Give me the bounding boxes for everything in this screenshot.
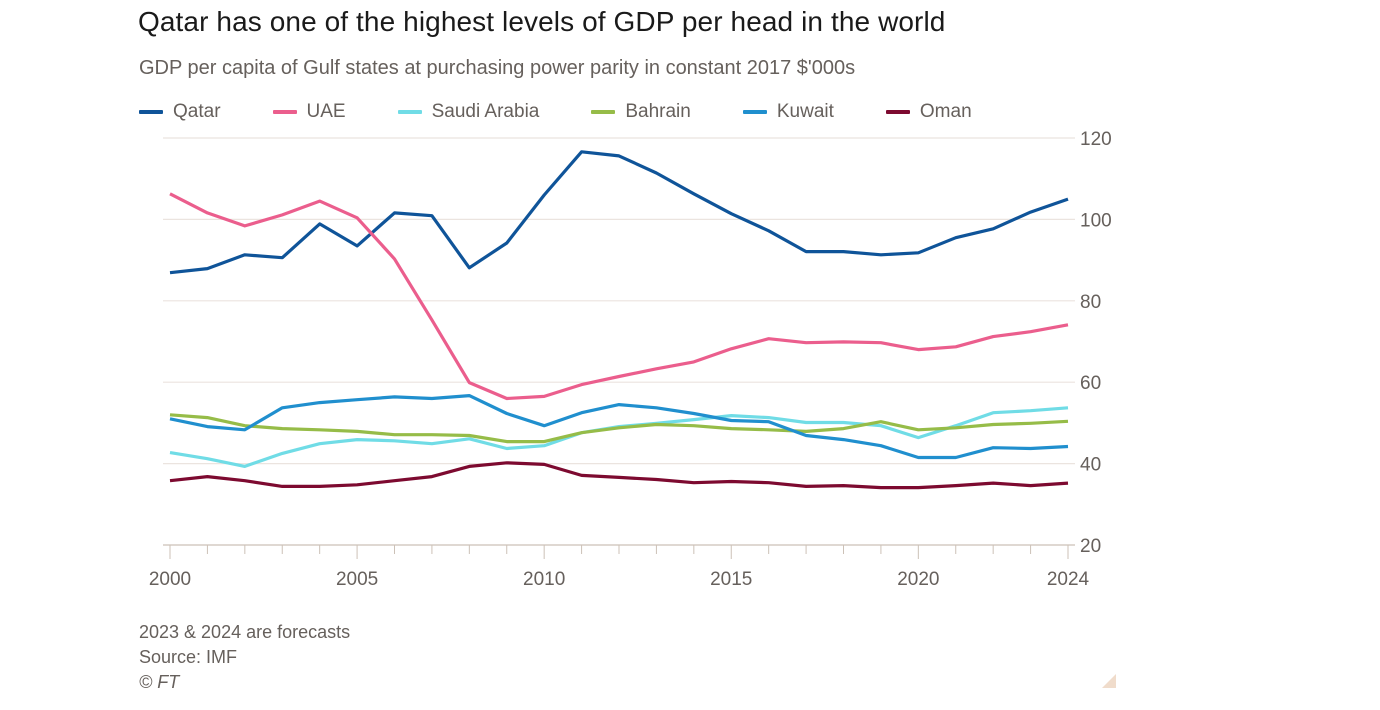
y-axis: 20 40 60 80 100 120 xyxy=(1080,129,1112,557)
x-tick-label: 2024 xyxy=(1047,569,1090,590)
legend-item[interactable]: Bahrain xyxy=(591,101,691,123)
legend-item[interactable]: Saudi Arabia xyxy=(397,101,540,123)
series-line-uae xyxy=(169,192,1069,401)
x-tick-label: 2010 xyxy=(523,569,565,590)
legend-swatch xyxy=(591,110,616,114)
legend-swatch xyxy=(742,110,767,114)
series-line-bahrain xyxy=(169,413,1069,444)
series-line-oman xyxy=(169,461,1069,490)
legend-item[interactable]: Kuwait xyxy=(742,101,834,123)
legend-swatch xyxy=(885,110,910,114)
y-tick-label: 40 xyxy=(1080,455,1101,476)
x-tick-label: 2000 xyxy=(149,569,191,590)
legend-swatch xyxy=(139,110,163,114)
copyright: © FT xyxy=(139,672,180,692)
x-axis: 2000 2005 2010 2015 2020 2024 xyxy=(149,545,1090,590)
legend-swatch xyxy=(397,110,422,114)
forecast-note: 2023 & 2024 are forecasts xyxy=(139,622,351,642)
x-tick-label: 2015 xyxy=(710,569,752,590)
legend-label: Saudi Arabia xyxy=(431,101,540,122)
legend-item[interactable]: Oman xyxy=(885,101,972,123)
chart-title: Qatar has one of the highest levels of G… xyxy=(138,6,946,37)
y-tick-label: 100 xyxy=(1080,210,1112,231)
legend-label: Kuwait xyxy=(776,101,834,122)
legend-label: UAE xyxy=(306,101,346,122)
legend-label: Oman xyxy=(919,101,972,122)
legend-label: Bahrain xyxy=(625,101,691,122)
resize-corner-icon xyxy=(1102,674,1116,688)
legend-label: Qatar xyxy=(173,101,221,122)
gridlines xyxy=(163,137,1075,546)
legend-swatch xyxy=(272,110,297,114)
y-tick-label: 80 xyxy=(1080,292,1101,313)
legend-item[interactable]: Qatar xyxy=(139,101,221,123)
x-tick-label: 2005 xyxy=(336,569,378,590)
chart-subtitle: GDP per capita of Gulf states at purchas… xyxy=(139,57,856,79)
x-tick-label: 2020 xyxy=(897,569,939,590)
legend: Qatar UAE Saudi Arabia Bahrain Kuwait Oman xyxy=(139,101,1024,123)
series-lines xyxy=(169,150,1069,490)
series-line-kuwait xyxy=(169,394,1069,460)
source-note: Source: IMF xyxy=(139,647,238,667)
series-line-qatar xyxy=(169,150,1069,275)
y-tick-label: 120 xyxy=(1080,129,1112,150)
y-tick-label: 20 xyxy=(1080,536,1101,557)
y-tick-label: 60 xyxy=(1080,373,1101,394)
legend-item[interactable]: UAE xyxy=(272,101,346,123)
